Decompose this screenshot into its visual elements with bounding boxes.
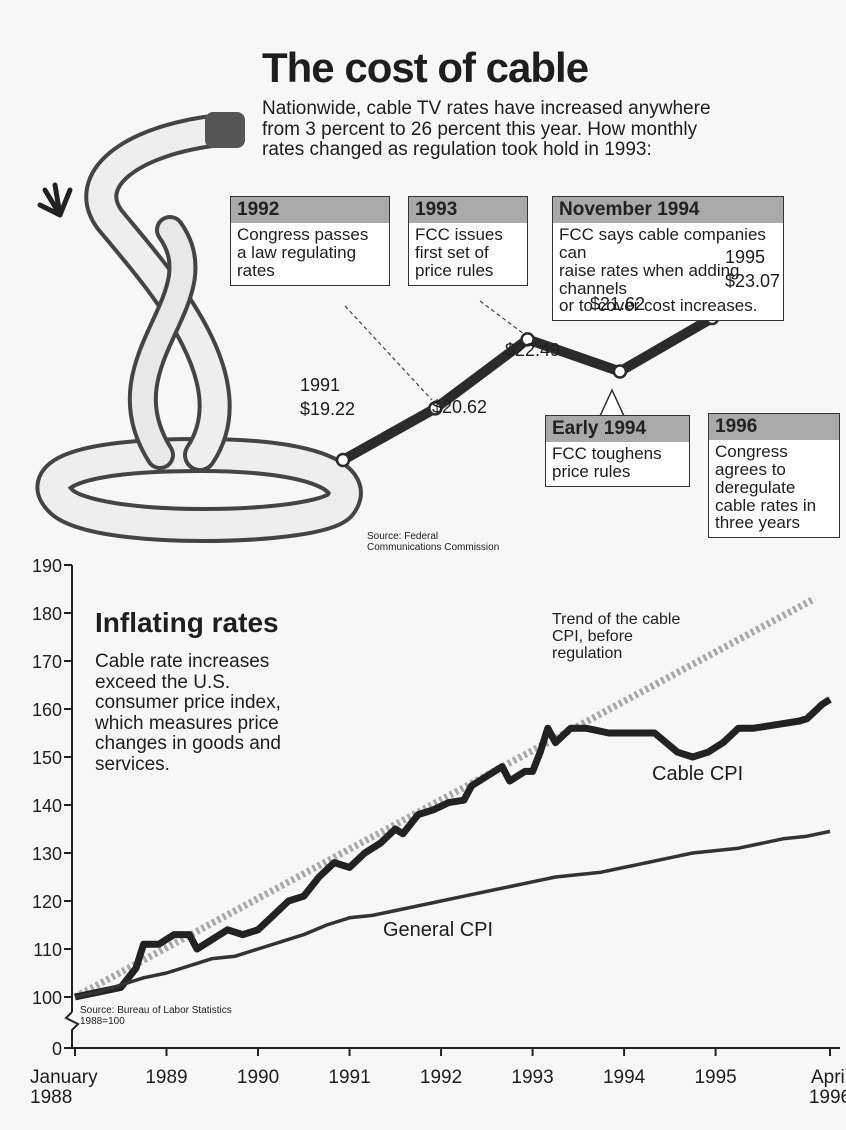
chart-title: Inflating rates <box>95 608 279 637</box>
x-tick-label: 1989 <box>122 1068 212 1088</box>
annotation-text: FCC toughens price rules <box>546 442 689 486</box>
series-line <box>75 831 830 997</box>
axis-break <box>66 1012 78 1048</box>
x-tick-label: 1993 <box>488 1068 578 1088</box>
year-label: 1991 <box>300 376 340 395</box>
x-tick-label: 1990 <box>213 1068 303 1088</box>
annotation-title: Early 1994 <box>546 416 689 442</box>
y-tick-label: 100 <box>32 988 62 1008</box>
value-label: $22.49 <box>505 341 560 360</box>
annotation-title: 1992 <box>231 197 389 223</box>
series-label: General CPI <box>383 920 493 941</box>
annotation-text: FCC issues first set of price rules <box>409 223 527 285</box>
y-tick-label: 160 <box>32 700 62 720</box>
rate-point <box>337 454 349 466</box>
chart-subtitle: Nationwide, cable TV rates have increase… <box>262 99 711 161</box>
y-tick-label: 120 <box>32 892 62 912</box>
x-tick-label: 1992 <box>396 1068 486 1088</box>
series-label: Cable CPI <box>652 764 743 785</box>
annotation-title: November 1994 <box>553 197 783 223</box>
y-tick-label: 0 <box>52 1039 62 1059</box>
source-note: Source: Federal Communications Commissio… <box>367 532 499 553</box>
annotation-text: Congress passes a law regulating rates <box>231 223 389 285</box>
rate-point <box>614 365 626 377</box>
annotation-title: 1996 <box>709 414 839 440</box>
series-label: Trend of the cable CPI, before regulatio… <box>552 612 680 662</box>
infographic: 0 100 110 120 130 140 150 160 170 180 190 The cost… <box>0 0 846 1130</box>
annotation-title: 1993 <box>409 197 527 223</box>
chart-canvas: 0 100 110 120 130 140 150 160 170 180 190 <box>0 0 846 1130</box>
y-tick-label: 130 <box>32 844 62 864</box>
x-tick-label: 1994 <box>579 1068 669 1088</box>
y-tick-label: 180 <box>32 604 62 624</box>
x-tick-label: April 1996 <box>785 1068 846 1108</box>
y-tick-label: 140 <box>32 796 62 816</box>
y-tick-label: 170 <box>32 652 62 672</box>
annotation-pointer <box>600 390 624 416</box>
y-tick-label: 150 <box>32 748 62 768</box>
value-label: $19.22 <box>300 400 355 419</box>
source-note: Source: Bureau of Labor Statistics 1988=… <box>80 1006 232 1027</box>
value-label: $21.62 <box>590 295 645 314</box>
y-tick-label: 190 <box>32 556 62 576</box>
year-label: 1995 <box>725 248 765 267</box>
chart-title: The cost of cable <box>262 46 588 90</box>
annotation-text: Congress agrees to deregulate cable rate… <box>709 440 839 537</box>
value-label: $23.07 <box>725 272 780 291</box>
x-tick-label: 1995 <box>671 1068 761 1088</box>
x-tick-label: January 1988 <box>30 1068 120 1108</box>
hose-illustration <box>40 112 345 525</box>
y-tick-label: 110 <box>33 940 62 960</box>
chart-subtitle: Cable rate increases exceed the U.S. con… <box>95 652 281 775</box>
value-label: $20.62 <box>432 398 487 417</box>
x-tick-label: 1991 <box>305 1068 395 1088</box>
